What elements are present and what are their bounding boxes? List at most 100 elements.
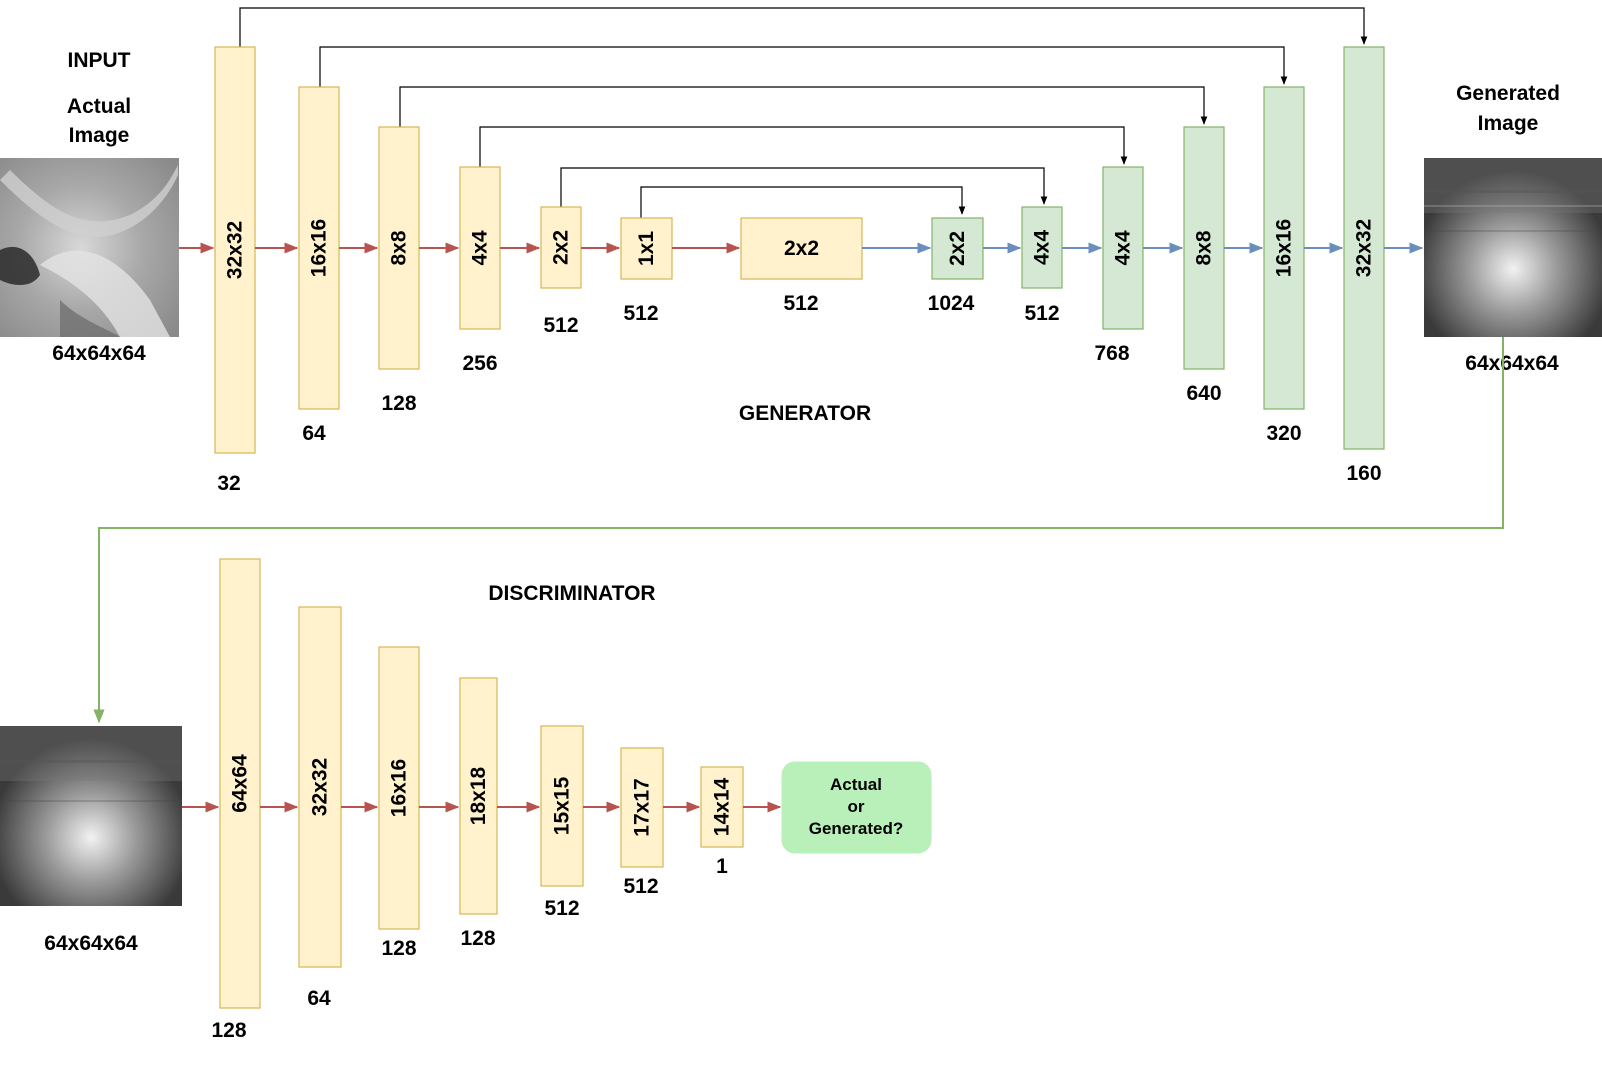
discriminator-layer-box <box>378 646 420 930</box>
decoder-layer-size: 16x16 <box>1273 219 1296 277</box>
discriminator-layer-4: 18x18 128 <box>459 677 498 950</box>
skip-connection-1 <box>640 186 966 218</box>
skip-connection-2 <box>560 167 1048 207</box>
generator-layers: 32x323216x16648x81284x42562x25121x15122x… <box>214 46 1385 495</box>
discriminator-input-image <box>0 726 182 906</box>
encoder-layer-size: 32x32 <box>224 221 247 279</box>
discriminator-layer-channels: 64 <box>307 987 331 1010</box>
discriminator-layer-channels: 512 <box>544 897 579 920</box>
bottleneck-layer-1: 2x2 512 <box>740 217 863 315</box>
encoder-layer-channels: 32 <box>217 472 240 495</box>
discriminator-layer-size: 17x17 <box>631 778 654 836</box>
decoder-layer-channels: 160 <box>1346 462 1381 485</box>
discriminator-layer-size: 18x18 <box>467 766 490 825</box>
discriminator-layers: 64x6412832x326416x1612818x1812815x155121… <box>211 558 744 1042</box>
decoder-layer-size: 4x4 <box>1031 230 1054 265</box>
discriminator-layer-box <box>219 558 261 1009</box>
decoder-layer-channels: 1024 <box>928 292 975 315</box>
encoder-layer-box <box>298 86 340 410</box>
skip-connection-8 <box>399 86 1208 127</box>
encoder-layer-6: 1x1 512 <box>620 217 673 325</box>
encoder-layer-size: 1x1 <box>635 231 658 266</box>
discriminator-layer-2: 32x32 64 <box>298 606 342 1010</box>
decoder-layer-size: 32x32 <box>1353 219 1376 277</box>
encoder-layer-5: 2x2 512 <box>540 206 582 337</box>
discriminator-layer-size: 14x14 <box>711 777 734 836</box>
decoder-layer-1: 2x2 1024 <box>928 217 984 315</box>
actual-image-label-line1: Actual <box>67 95 131 118</box>
decoder-layer-channels: 768 <box>1094 342 1129 365</box>
discriminator-layer-6: 17x17 512 <box>620 747 664 898</box>
encoder-layer-channels: 512 <box>543 314 578 337</box>
discriminator-layer-channels: 512 <box>623 875 658 898</box>
encoder-layer-channels: 64 <box>302 422 326 445</box>
disc-input-shape-label: 64x64x64 <box>44 932 138 955</box>
input-label: INPUT <box>68 49 131 72</box>
discriminator-layer-1: 64x64 128 <box>211 558 261 1042</box>
discriminator-layer-channels: 128 <box>460 927 495 950</box>
encoder-layer-4: 4x4 256 <box>459 166 501 375</box>
discriminator-layer-channels: 128 <box>381 937 416 960</box>
encoder-layer-size: 2x2 <box>550 230 573 265</box>
decoder-layer-size: 8x8 <box>1193 230 1216 265</box>
output-box-line2: or <box>848 797 865 816</box>
generated-shape-label: 64x64x64 <box>1465 352 1559 375</box>
bottleneck-layer-size: 2x2 <box>784 237 819 260</box>
encoder-layer-box <box>459 166 501 330</box>
decoder-layer-size: 2x2 <box>946 231 969 266</box>
decoder-layer-box <box>1102 166 1144 330</box>
encoder-layer-box <box>378 126 420 370</box>
decoder-layer-box <box>1183 126 1225 370</box>
encoder-layer-channels: 512 <box>623 302 658 325</box>
discriminator-layer-3: 16x16 128 <box>378 646 420 960</box>
output-box-line3: Generated? <box>809 819 903 838</box>
decoder-layer-2: 4x4 512 <box>1021 206 1063 325</box>
decoder-layer-box <box>1021 206 1063 289</box>
discriminator-layer-size: 15x15 <box>551 776 574 835</box>
encoder-layer-box <box>540 206 582 289</box>
skip-connection-4 <box>479 126 1128 167</box>
discriminator-layer-box <box>459 677 498 915</box>
encoder-layer-1: 32x32 32 <box>214 46 256 495</box>
decoder-layer-4: 8x8 640 <box>1183 126 1225 405</box>
encoder-layer-size: 16x16 <box>308 219 331 277</box>
discriminator-layer-box <box>298 606 342 968</box>
decoder-layer-5: 16x16 320 <box>1263 86 1305 445</box>
actual-image-label-line2: Image <box>69 124 130 147</box>
encoder-layer-size: 8x8 <box>388 230 411 265</box>
encoder-layer-channels: 256 <box>462 352 497 375</box>
decoder-layer-box <box>931 217 984 280</box>
generated-image-label-line2: Image <box>1478 112 1539 135</box>
skip-connections <box>239 7 1368 218</box>
encoder-layer-size: 4x4 <box>469 230 492 265</box>
discriminator-output-box: Actual or Generated? <box>781 761 932 854</box>
generated-image-label-line1: Generated <box>1456 82 1560 105</box>
bottleneck-layer-box <box>740 217 863 280</box>
generated-image <box>1424 158 1602 337</box>
discriminator-layer-channels: 1 <box>716 855 728 878</box>
input-image <box>0 158 179 337</box>
generator-to-discriminator-arrow <box>93 337 1504 724</box>
encoder-layer-3: 8x8 128 <box>378 126 420 415</box>
decoder-layer-size: 4x4 <box>1112 230 1135 265</box>
discriminator-layer-channels: 128 <box>211 1019 246 1042</box>
discriminator-layer-size: 32x32 <box>309 758 332 816</box>
discriminator-layer-7: 14x14 1 <box>700 766 744 878</box>
decoder-layer-6: 32x32 160 <box>1343 46 1385 485</box>
discriminator-layer-5: 15x15 512 <box>540 725 584 920</box>
output-box-line1: Actual <box>830 775 882 794</box>
skip-connection-32 <box>239 7 1368 47</box>
discriminator-layer-box <box>620 747 664 868</box>
generator-title: GENERATOR <box>739 402 871 425</box>
discriminator-layer-box <box>540 725 584 887</box>
discriminator-layer-size: 16x16 <box>388 759 411 817</box>
encoder-layer-box <box>214 46 256 454</box>
bottleneck-layer-channels: 512 <box>783 292 818 315</box>
skip-connection-16 <box>319 46 1288 87</box>
decoder-layer-channels: 320 <box>1266 422 1301 445</box>
decoder-layer-channels: 512 <box>1024 302 1059 325</box>
input-shape-label: 64x64x64 <box>52 342 146 365</box>
discriminator-layer-box <box>700 766 744 848</box>
